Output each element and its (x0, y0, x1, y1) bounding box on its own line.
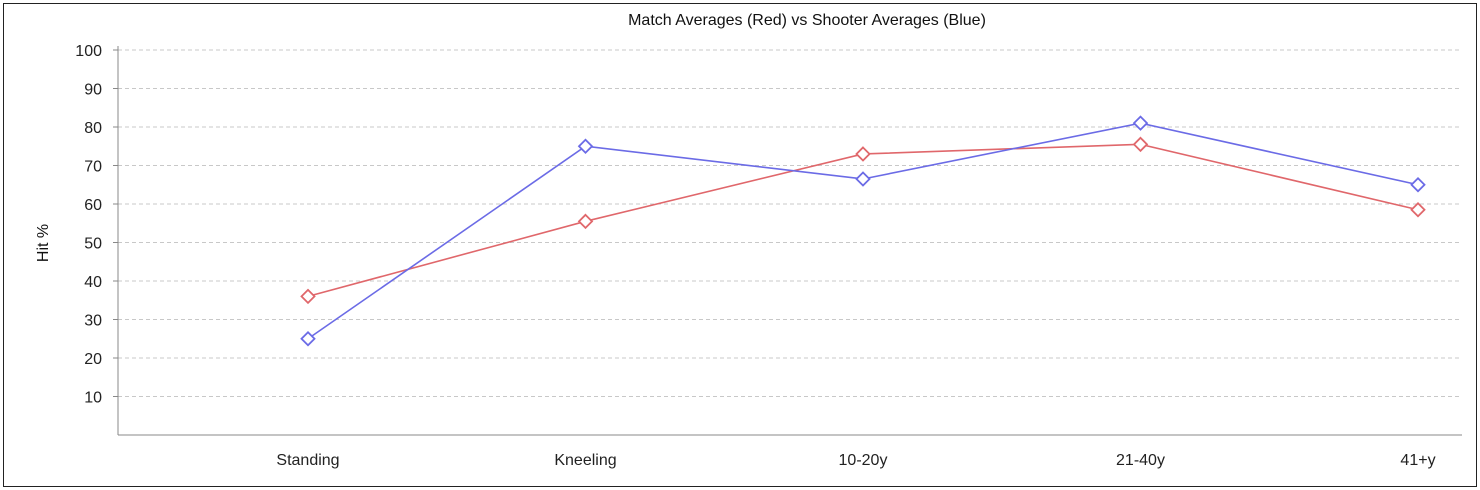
data-point-shooter (577, 138, 594, 155)
x-tick-label: 21-40y (1116, 452, 1165, 469)
x-tick-label: 10-20y (839, 452, 888, 469)
data-point-shooter (855, 171, 871, 187)
y-tick-label: 60 (84, 197, 102, 214)
y-tick-label: 80 (84, 120, 102, 137)
x-tick-label: Kneeling (554, 452, 616, 469)
y-tick-label: 30 (84, 313, 102, 330)
y-tick-label: 50 (84, 236, 102, 253)
chart-title: Match Averages (Red) vs Shooter Averages… (628, 12, 986, 29)
x-tick-labels: Standing Kneeling 10-20y 21-40y 41+y (276, 452, 1435, 469)
data-point-match (855, 146, 871, 162)
axes (113, 46, 1462, 436)
series (300, 115, 1426, 347)
data-point-match (577, 213, 594, 230)
y-tick-label: 100 (75, 43, 102, 60)
data-point-shooter (1410, 176, 1426, 193)
y-tick-label: 90 (84, 82, 102, 99)
y-tick-label: 70 (84, 159, 102, 176)
data-point-shooter (300, 330, 316, 347)
y-tick-label: 40 (84, 274, 102, 291)
series-shooter (300, 115, 1426, 347)
data-point-match (300, 288, 316, 305)
y-axis-label: Hit % (35, 224, 52, 262)
chart-frame (3, 3, 1477, 487)
y-tick-label: 10 (84, 390, 102, 407)
x-tick-label: 41+y (1400, 452, 1435, 469)
data-point-shooter (1132, 115, 1149, 131)
data-point-match (1410, 202, 1426, 218)
y-tick-labels: 10 20 30 40 50 60 70 80 90 100 (75, 43, 102, 407)
series-line-match (307, 143, 1419, 298)
data-point-match (1132, 136, 1149, 153)
y-tick-label: 20 (84, 351, 102, 368)
x-tick-label: Standing (276, 452, 339, 469)
grid-lines (118, 49, 1462, 397)
series-match (300, 136, 1426, 305)
